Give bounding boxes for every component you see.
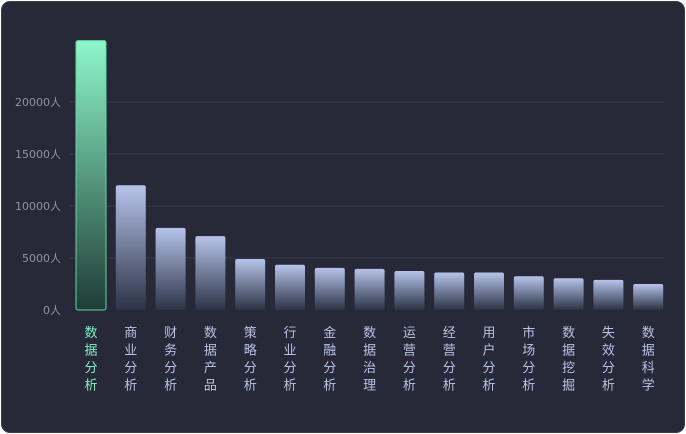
y-tick-label: 0人 [43,304,61,317]
bar-9 [434,272,465,310]
bar-12 [553,278,584,310]
bar-14 [633,284,664,310]
x-category-label: 数据挖掘 [562,326,575,394]
bar-7 [354,268,385,310]
x-category-label: 商业分析 [124,326,137,394]
bar-1 [115,185,146,310]
y-tick-label: 20000人 [15,96,61,109]
x-category-label: 经营分析 [443,326,456,394]
x-category-label: 数据分析 [84,326,97,394]
x-axis-labels: 数据分析 商业分析 财务分析 数据产品 策略分析 行业分析 金融分析 数据治理 运营分析 经营分析… [84,325,654,394]
x-category-label: 行业分析 [283,326,296,394]
y-tick-label: 10000人 [15,200,61,213]
bar-11 [513,276,544,310]
y-axis-ticks: 0人 5000人 10000人 15000人 20000人 [15,96,61,317]
bar-13 [593,279,624,310]
x-category-label: 策略分析 [244,325,257,394]
bar-4 [235,259,266,310]
x-category-label: 数据产品 [204,326,217,394]
bar-3 [195,236,226,310]
bar-2 [155,227,186,310]
x-category-label: 用户分析 [482,326,495,394]
x-category-label: 数据科学 [642,326,655,394]
bar-8 [394,271,425,310]
bar-10 [474,272,504,310]
x-category-label: 财务分析 [164,326,177,394]
y-tick-label: 15000人 [15,148,61,161]
bar-0 [75,40,107,311]
bar-6 [314,267,345,310]
bar-5 [275,264,305,310]
bars [75,40,664,311]
y-tick-label: 5000人 [22,252,61,265]
x-category-label: 金融分析 [323,325,336,394]
x-category-label: 市场分析 [522,325,535,394]
x-category-label: 运营分析 [403,326,416,394]
x-category-label: 数据治理 [363,326,376,394]
x-category-label: 失效分析 [602,326,615,394]
